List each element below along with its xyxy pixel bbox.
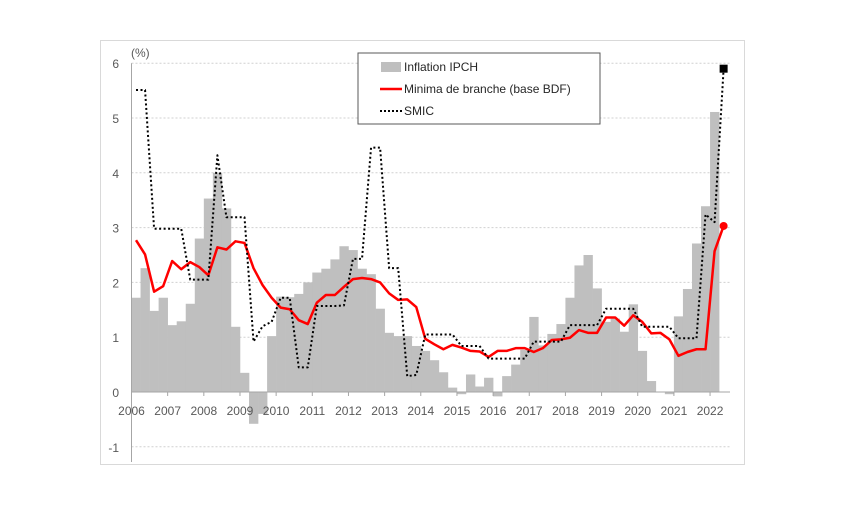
line-minima — [134, 225, 725, 359]
bar-ipch — [565, 297, 575, 392]
bar-ipch — [664, 392, 675, 395]
x-tick-label: 2019 — [588, 404, 615, 418]
bar-ipch — [411, 345, 422, 392]
marker-smic-last — [719, 64, 728, 73]
bar-ipch — [484, 377, 494, 392]
y-tick-label: 5 — [112, 112, 119, 126]
x-tick-label: 2007 — [154, 404, 181, 418]
bar-ipch — [339, 246, 349, 392]
legend-label-ipch: Inflation IPCH — [404, 60, 478, 74]
bar-ipch — [583, 255, 593, 392]
bar-ipch — [438, 372, 449, 392]
bar-ipch — [456, 392, 467, 395]
bar-ipch — [321, 268, 331, 392]
bar-ipch — [131, 297, 141, 392]
bar-ipch — [592, 288, 602, 392]
x-tick-label: 2009 — [227, 404, 254, 418]
y-tick-label: 1 — [112, 331, 119, 345]
x-tick-label: 2016 — [480, 404, 507, 418]
bar-ipch — [221, 208, 232, 392]
bar-ipch — [701, 206, 711, 392]
bar-ipch — [429, 360, 440, 392]
bar-ipch — [682, 288, 693, 392]
bar-ipch — [312, 272, 322, 392]
bar-ipch — [610, 318, 620, 392]
legend-swatch-ipch — [381, 62, 401, 72]
x-tick-label: 2017 — [516, 404, 543, 418]
y-tick-label: 3 — [112, 222, 119, 236]
bar-ipch — [502, 376, 512, 392]
bar-ipch — [158, 297, 168, 392]
y-tick-label: -1 — [108, 441, 119, 455]
bar-ipch — [294, 293, 304, 392]
x-tick-label: 2021 — [661, 404, 688, 418]
bar-ipch — [493, 392, 503, 397]
bar-ipch — [258, 392, 268, 414]
bar-ipch — [538, 345, 548, 392]
bar-ipch — [637, 350, 648, 392]
marker-minima-last — [719, 221, 728, 230]
bar-ipch — [285, 297, 295, 392]
bar-ipch — [420, 350, 431, 392]
bar-ipch — [239, 372, 250, 392]
chart-frame — [100, 40, 745, 465]
legend: Inflation IPCH Minima de branche (base B… — [357, 52, 601, 125]
bar-ipch — [330, 259, 340, 392]
bar-ipch — [475, 386, 485, 392]
bar-ipch — [511, 364, 521, 392]
bar-ipch — [303, 282, 313, 392]
bar-ipch — [203, 198, 214, 392]
bar-ipch — [140, 268, 150, 392]
bar-ipch — [529, 316, 539, 392]
bar-ipch — [547, 333, 557, 392]
bar-ipch — [556, 324, 566, 392]
bar-ipch — [249, 392, 259, 424]
bar-ipch — [375, 308, 385, 392]
y-tick-label: 2 — [112, 276, 119, 290]
bar-ipch — [185, 303, 196, 392]
y-tick-label: 6 — [112, 57, 119, 71]
bar-ipch — [384, 332, 394, 392]
bar-ipch — [276, 296, 286, 392]
bar-ipch — [646, 381, 657, 392]
bar-ipch — [402, 336, 413, 392]
bar-ipch — [447, 387, 458, 392]
x-tick-label: 2011 — [299, 404, 325, 418]
bar-ipch — [393, 336, 403, 392]
bar-ipch — [348, 250, 358, 392]
y-tick-label: 0 — [112, 386, 119, 400]
bar-ipch — [176, 321, 187, 392]
bar-ipch — [194, 238, 205, 392]
bar-ipch — [691, 243, 702, 392]
bar-ipch — [574, 265, 584, 392]
x-tick-label: 2018 — [552, 404, 579, 418]
bar-ipch — [167, 325, 177, 392]
x-tick-label: 2010 — [263, 404, 290, 418]
bar-ipch — [357, 268, 367, 392]
bar-ipch — [619, 331, 629, 392]
x-tick-label: 2020 — [624, 404, 651, 418]
x-tick-label: 2015 — [444, 404, 471, 418]
bar-ipch — [212, 172, 223, 392]
x-tick-label: 2013 — [371, 404, 398, 418]
bar-ipch — [520, 349, 530, 392]
bar-ipch — [366, 274, 376, 392]
x-tick-label: 2014 — [407, 404, 434, 418]
legend-label-smic: SMIC — [404, 104, 434, 118]
x-tick-label: 2012 — [335, 404, 362, 418]
unit-label: (%) — [131, 46, 150, 60]
bar-ipch — [230, 326, 241, 392]
x-tick-label: 2022 — [697, 404, 724, 418]
x-tick-label: 2006 — [118, 404, 145, 418]
bar-ipch — [601, 321, 611, 392]
legend-label-minima: Minima de branche (base BDF) — [404, 82, 571, 96]
x-tick-label: 2008 — [190, 404, 217, 418]
bar-ipch — [267, 336, 277, 392]
bar-ipch — [628, 304, 639, 392]
bar-ipch — [149, 310, 159, 392]
y-tick-label: 4 — [112, 167, 119, 181]
bar-ipch — [465, 374, 476, 392]
